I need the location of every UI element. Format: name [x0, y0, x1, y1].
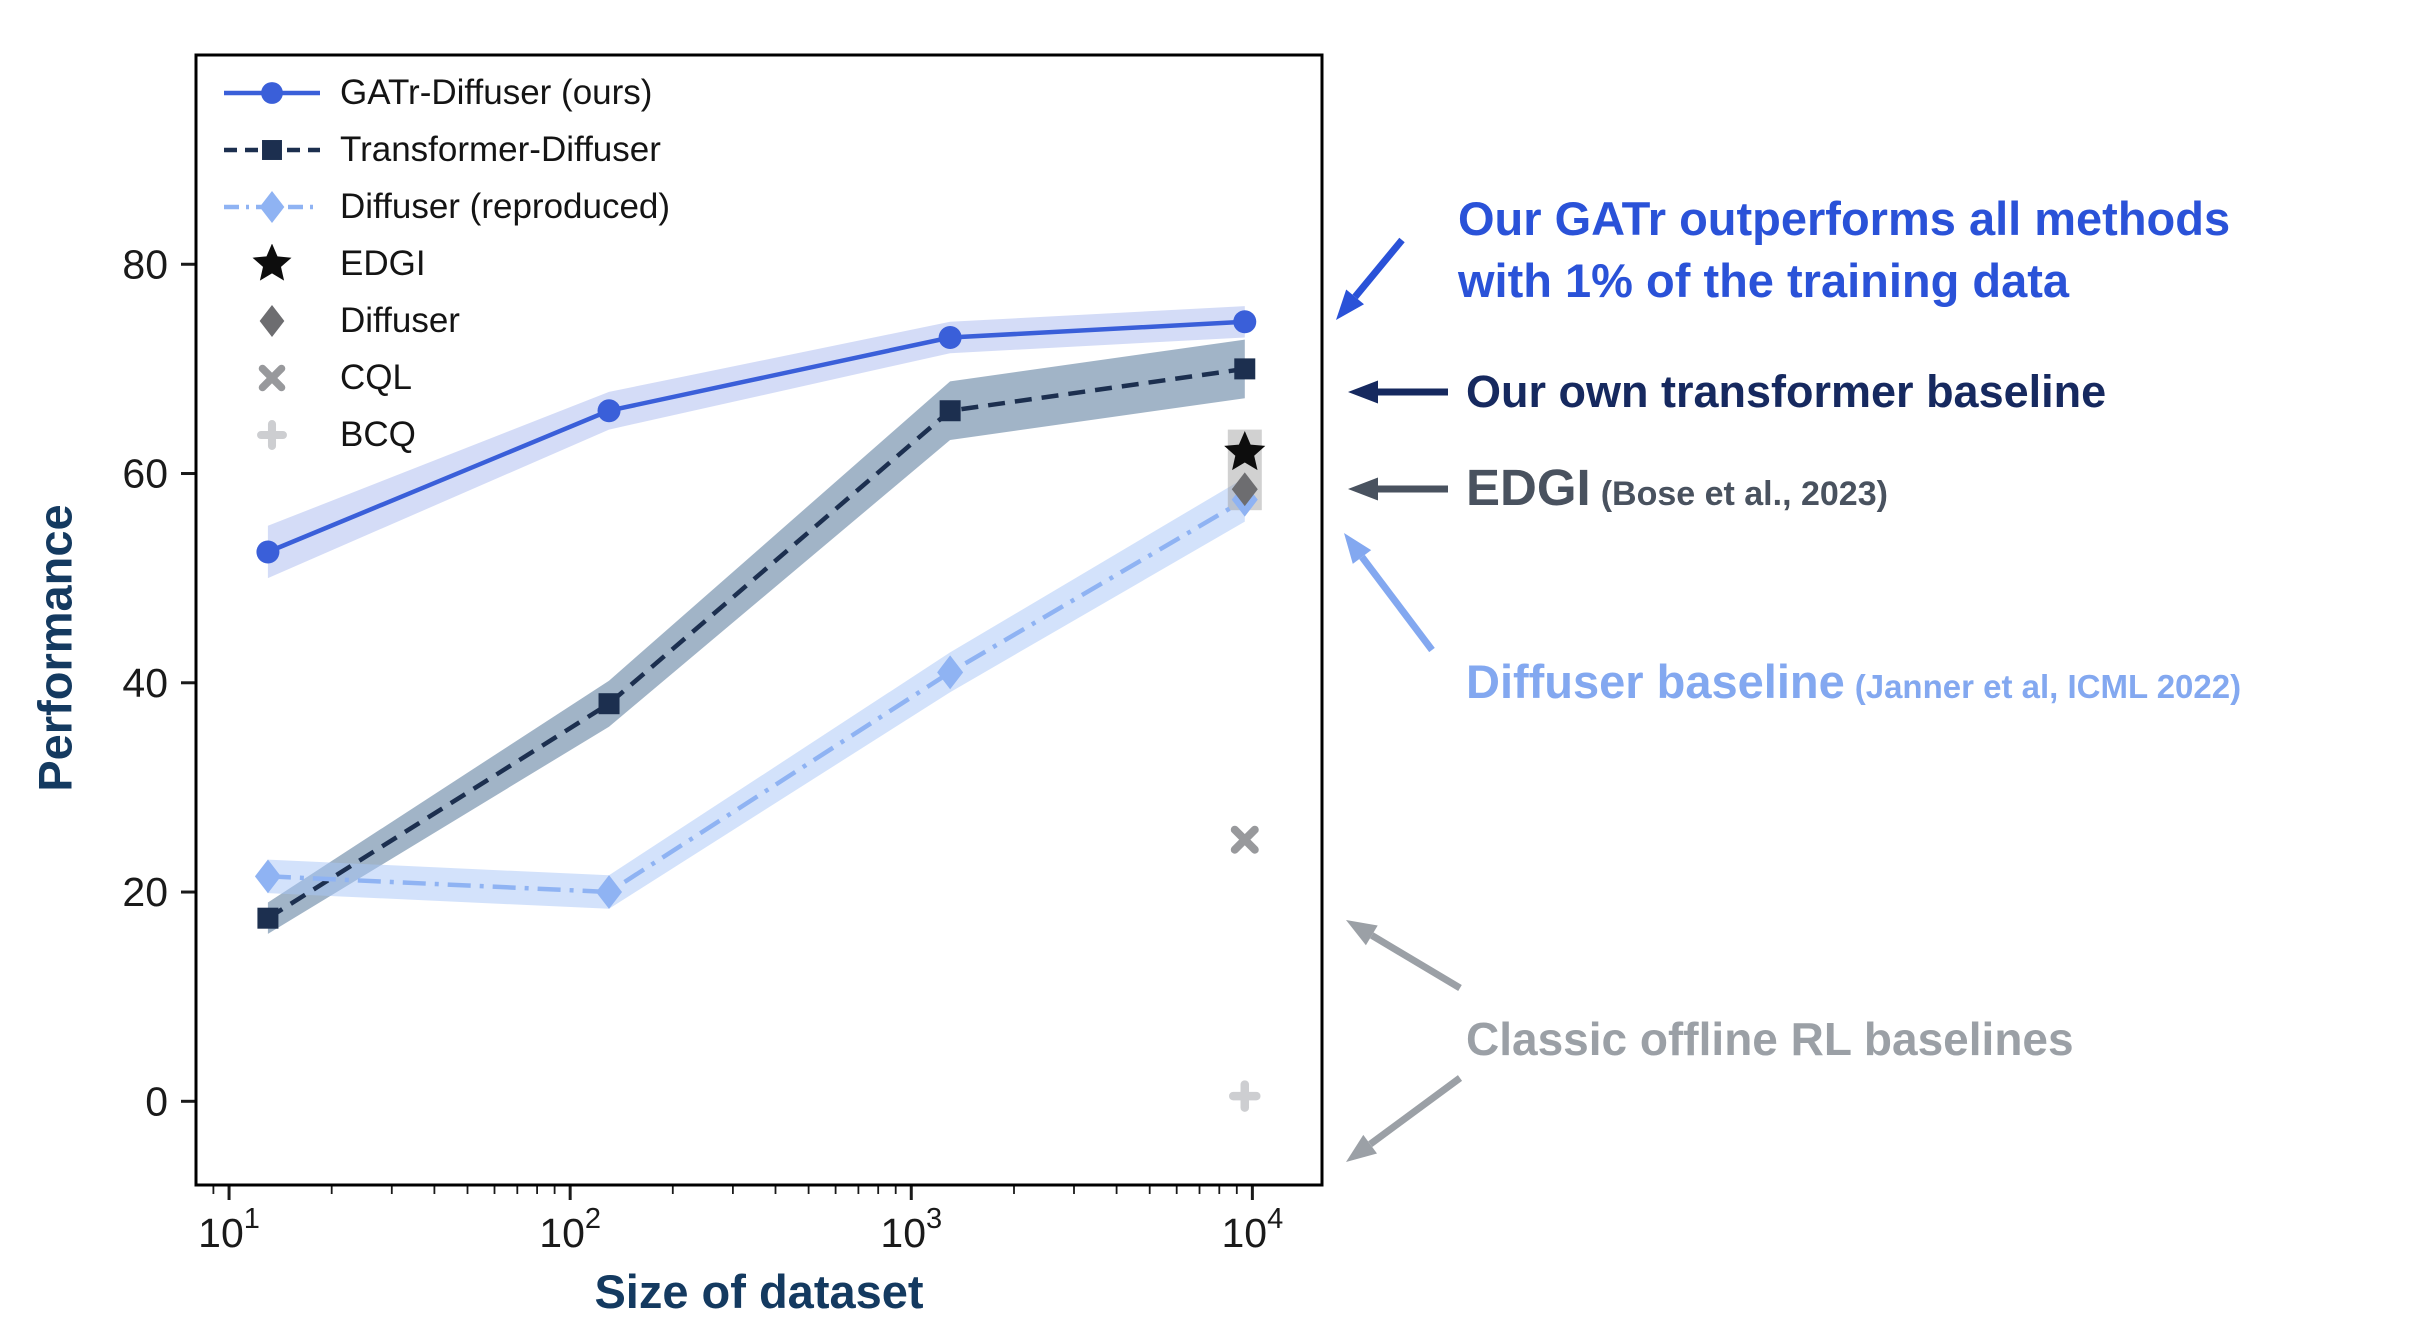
svg-text:101: 101 — [198, 1203, 260, 1256]
scatter-point-diffuser — [1231, 472, 1258, 507]
legend-label: Transformer-Diffuser — [340, 129, 661, 169]
annotation-diffuser-title: Diffuser baseline — [1466, 655, 1845, 708]
band-transformer-diffuser — [267, 339, 1245, 934]
plot-border — [194, 53, 1324, 1187]
svg-text:103: 103 — [880, 1203, 942, 1256]
star-icon — [252, 243, 292, 281]
legend-label: CQL — [340, 357, 412, 397]
legend-label: BCQ — [340, 414, 416, 454]
series-transformer-diffuser — [257, 358, 1256, 929]
annotation-diffuser-cite: (Janner et al, ICML 2022) — [1854, 668, 2242, 705]
legend-sample-dashdot-line-diamond — [224, 190, 320, 223]
annotation-edgi-title: EDGI — [1466, 459, 1591, 516]
svg-text:20: 20 — [122, 869, 168, 915]
annotation-edgi-cite: (Bose et al., 2023) — [1600, 475, 1888, 513]
y-axis-label: Performance — [28, 504, 82, 792]
legend-item-bcq: BCQ — [220, 406, 670, 463]
scatter-point-edgi — [1224, 431, 1266, 471]
arrow-edgi — [1348, 477, 1448, 501]
legend-item-edgi: EDGI — [220, 235, 670, 292]
y-axis: 0 20 40 60 80 — [122, 241, 196, 1124]
series-gatr-diffuser-ours — [256, 310, 1257, 564]
arrow-classic-lower — [1346, 1075, 1463, 1162]
scatter-point-bcq — [1229, 1080, 1261, 1112]
annotation-classic: Classic offline RL baselines — [1466, 1013, 2074, 1065]
svg-text:0: 0 — [145, 1078, 168, 1124]
plus-marker-icon — [257, 419, 287, 450]
legend-label: EDGI — [340, 243, 426, 283]
legend-item-gatr-diffuser: GATr-Diffuser (ours) — [220, 64, 670, 121]
legend-item-diffuser: Diffuser — [220, 292, 670, 349]
legend-label: Diffuser (reproduced) — [340, 186, 671, 226]
svg-text:80: 80 — [122, 241, 168, 287]
arrow-classic-upper — [1346, 920, 1462, 992]
svg-text:60: 60 — [122, 451, 168, 497]
legend-label: GATr-Diffuser (ours) — [340, 72, 653, 112]
x-axis: 101 102 103 104 — [198, 1185, 1283, 1256]
annotation-diffuser: Diffuser baseline (Janner et al, ICML 202… — [1466, 654, 2241, 709]
legend-label: Diffuser — [340, 300, 460, 340]
diamond-icon — [259, 304, 285, 337]
svg-text:102: 102 — [539, 1203, 601, 1256]
legend-item-transformer-diffuser: Transformer-Diffuser — [220, 121, 670, 178]
band-gatr-diffuser-ours — [267, 306, 1245, 579]
legend: GATr-Diffuser (ours) Transformer-Diffuse… — [220, 64, 670, 463]
arrow-gatr — [1336, 237, 1405, 320]
legend-item-diffuser-reproduced: Diffuser (reproduced) — [220, 178, 670, 235]
band-diffuser-reproduced — [267, 477, 1245, 909]
x-marker-icon — [258, 364, 286, 391]
svg-text:104: 104 — [1221, 1203, 1283, 1256]
annotation-transformer: Our own transformer baseline — [1466, 366, 2107, 417]
scatter-point-cql — [1230, 825, 1259, 854]
annotation-edgi: EDGI (Bose et al., 2023) — [1466, 458, 1888, 517]
annotation-gatr-line1: Our GATr outperforms all methods — [1458, 192, 2231, 245]
annotation-gatr: Our GATr outperforms all methods with 1%… — [1458, 188, 2230, 312]
legend-item-cql: CQL — [220, 349, 670, 406]
legend-sample-solid-line-circle — [224, 81, 320, 104]
legend-sample-dashed-line-square — [224, 139, 320, 160]
x-axis-label: Size of dataset — [594, 1265, 924, 1318]
annotation-gatr-line2: with 1% of the training data — [1458, 254, 2070, 308]
arrow-transformer — [1348, 380, 1448, 404]
arrow-diffuser — [1344, 533, 1435, 653]
svg-text:40: 40 — [122, 660, 168, 706]
